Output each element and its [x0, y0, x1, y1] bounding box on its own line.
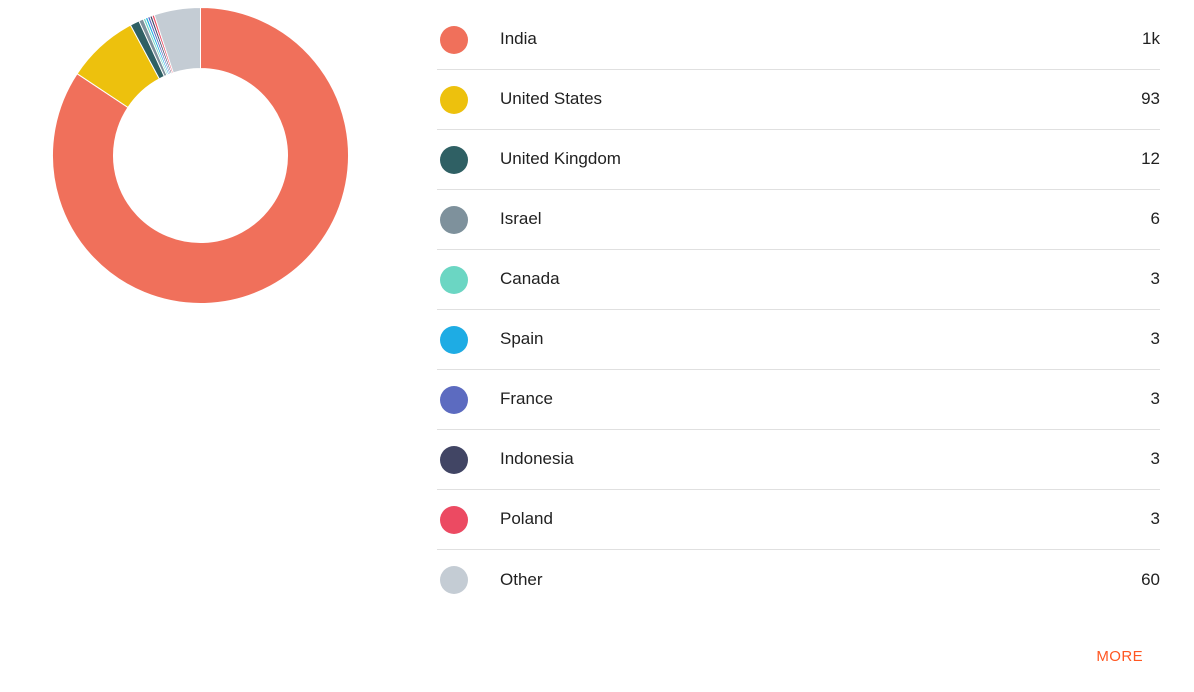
legend-row-israel[interactable]: Israel 6 [437, 190, 1160, 250]
legend-country-value: 3 [1150, 509, 1160, 529]
donut-slice-india[interactable] [52, 6, 349, 304]
legend-country-value: 3 [1150, 269, 1160, 289]
legend-country-value: 93 [1141, 89, 1160, 109]
legend-color-dot-other [440, 566, 468, 594]
legend-row-other[interactable]: Other 60 [437, 550, 1160, 610]
legend-color-dot-canada [440, 265, 468, 294]
legend-country-label: France [500, 389, 553, 409]
legend-color-dot-poland [440, 505, 468, 534]
legend-country-value: 1k [1142, 29, 1160, 49]
legend-country-label: Spain [500, 329, 544, 349]
legend-country-label: India [500, 29, 537, 49]
legend-row-poland[interactable]: Poland 3 [437, 490, 1160, 550]
legend-country-label: Canada [500, 269, 560, 289]
legend-country-label: United States [500, 89, 603, 109]
donut-chart-area [0, 0, 437, 692]
legend-row-indonesia[interactable]: Indonesia 3 [437, 430, 1160, 490]
legend-country-value: 60 [1141, 569, 1160, 589]
legend-country-label: Other [500, 569, 543, 589]
legend-country-label: Poland [500, 509, 553, 529]
legend-country-value: 12 [1141, 149, 1160, 169]
donut-slice-other[interactable] [153, 6, 201, 74]
legend-row-france[interactable]: France 3 [437, 370, 1160, 430]
legend-footer: MORE [437, 648, 1160, 666]
legend-row-united-states[interactable]: United States 93 [437, 70, 1160, 130]
legend-country-label: Israel [500, 209, 542, 229]
legend-row-united-kingdom[interactable]: United Kingdom 12 [437, 130, 1160, 190]
legend-color-dot-france [440, 385, 468, 414]
legend-row-spain[interactable]: Spain 3 [437, 310, 1160, 370]
legend-row-canada[interactable]: Canada 3 [437, 250, 1160, 310]
legend-country-label: Indonesia [500, 449, 574, 469]
legend-country-value: 3 [1150, 449, 1160, 469]
legend-rows: India 1k United States 93 United Kingdom… [437, 10, 1160, 610]
legend-country-value: 3 [1150, 329, 1160, 349]
legend-color-dot-indonesia [440, 445, 468, 474]
legend-color-dot-spain [440, 325, 468, 354]
donut-chart[interactable] [0, 0, 437, 345]
legend-color-dot-united-states [440, 85, 468, 114]
legend-country-label: United Kingdom [500, 149, 621, 169]
legend-country-value: 6 [1150, 209, 1160, 229]
legend: India 1k United States 93 United Kingdom… [437, 0, 1160, 692]
legend-color-dot-united-kingdom [440, 145, 468, 174]
legend-color-dot-israel [440, 205, 468, 234]
legend-country-value: 3 [1150, 389, 1160, 409]
more-link[interactable]: MORE [1096, 648, 1143, 665]
legend-row-india[interactable]: India 1k [437, 10, 1160, 70]
legend-color-dot-india [440, 25, 468, 54]
